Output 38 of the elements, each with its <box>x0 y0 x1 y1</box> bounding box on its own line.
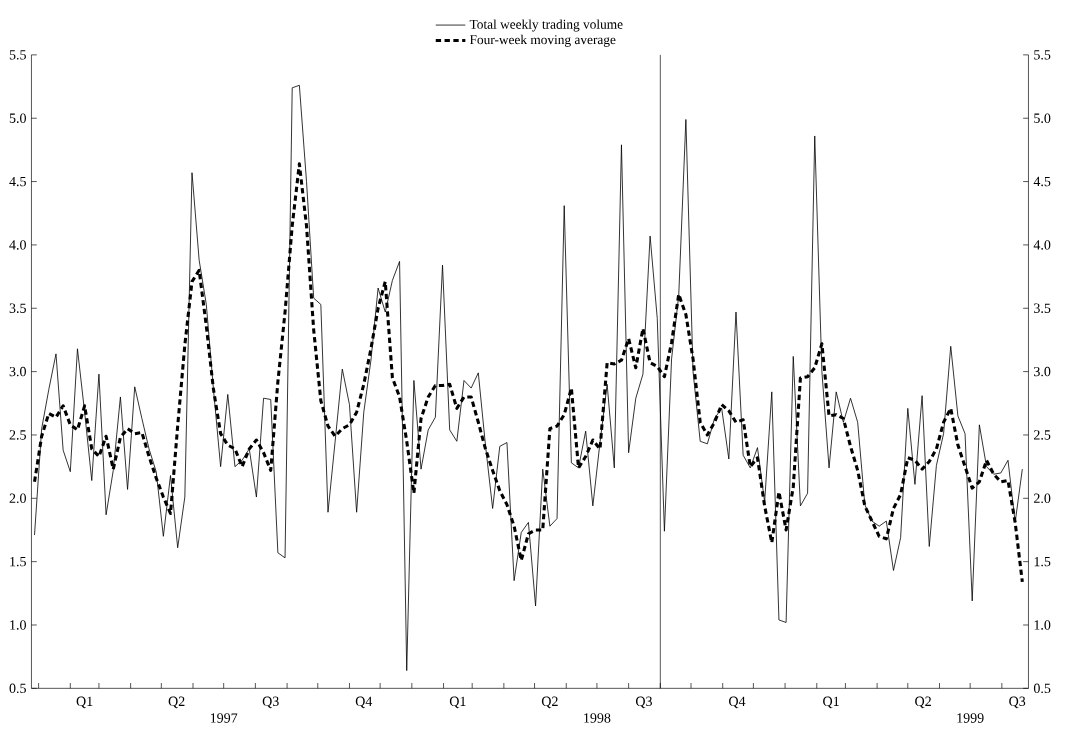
y-tick-label: 2.5 <box>1034 430 1051 440</box>
x-tick-label: Q3 <box>635 696 652 709</box>
x-tick-label: Q3 <box>1009 696 1026 709</box>
y-tick-label: 0.5 <box>1033 683 1051 694</box>
y2-tick-label: 5.5 <box>9 50 26 60</box>
y2-tick-label: 1.5 <box>10 556 26 567</box>
y-tick-label: 3.0 <box>1034 366 1051 377</box>
x-tick-label: Q4 <box>355 696 373 709</box>
x-tick-label: Q2 <box>541 696 558 709</box>
y2-tick-label: 2.0 <box>9 493 26 504</box>
x-tick-label: Q1 <box>449 696 466 709</box>
y2-tick-label: 4.5 <box>9 176 26 187</box>
y-tick-label: 1.0 <box>1034 620 1051 630</box>
y2-tick-label: 3.0 <box>9 366 26 377</box>
y2-tick-label: 1.0 <box>10 620 26 630</box>
y2-tick-label: 4.0 <box>9 240 26 250</box>
x2-tick-label: 1999 <box>957 713 984 723</box>
x2-tick-label: 1998 <box>584 713 611 723</box>
y-tick-label: 4.5 <box>1033 176 1051 187</box>
y-tick-label: 2.0 <box>1034 493 1051 504</box>
y-tick-label: 5.0 <box>1034 113 1051 123</box>
x-tick-label: Q3 <box>262 696 279 709</box>
legend-label: Total weekly trading volume <box>469 19 623 32</box>
y-tick-label: 4.0 <box>1033 240 1051 250</box>
x-tick-label: Q1 <box>76 696 93 709</box>
y-tick-label: 1.5 <box>1034 556 1051 567</box>
x-tick-label: Q4 <box>729 696 746 709</box>
y2-tick-label: 0.5 <box>9 683 26 694</box>
y2-tick-label: 5.0 <box>9 113 26 123</box>
x2-tick-label: 1997 <box>210 713 238 723</box>
x-tick-label: Q1 <box>823 696 839 709</box>
y2-tick-label: 2.5 <box>9 430 26 440</box>
legend-label: Four-week moving average <box>469 34 616 47</box>
y2-tick-label: 3.5 <box>9 303 26 313</box>
x-tick-label: Q2 <box>168 696 185 709</box>
y-tick-label: 5.5 <box>1034 50 1051 60</box>
y-tick-label: 3.5 <box>1034 303 1051 313</box>
x-tick-label: Q2 <box>915 696 931 709</box>
